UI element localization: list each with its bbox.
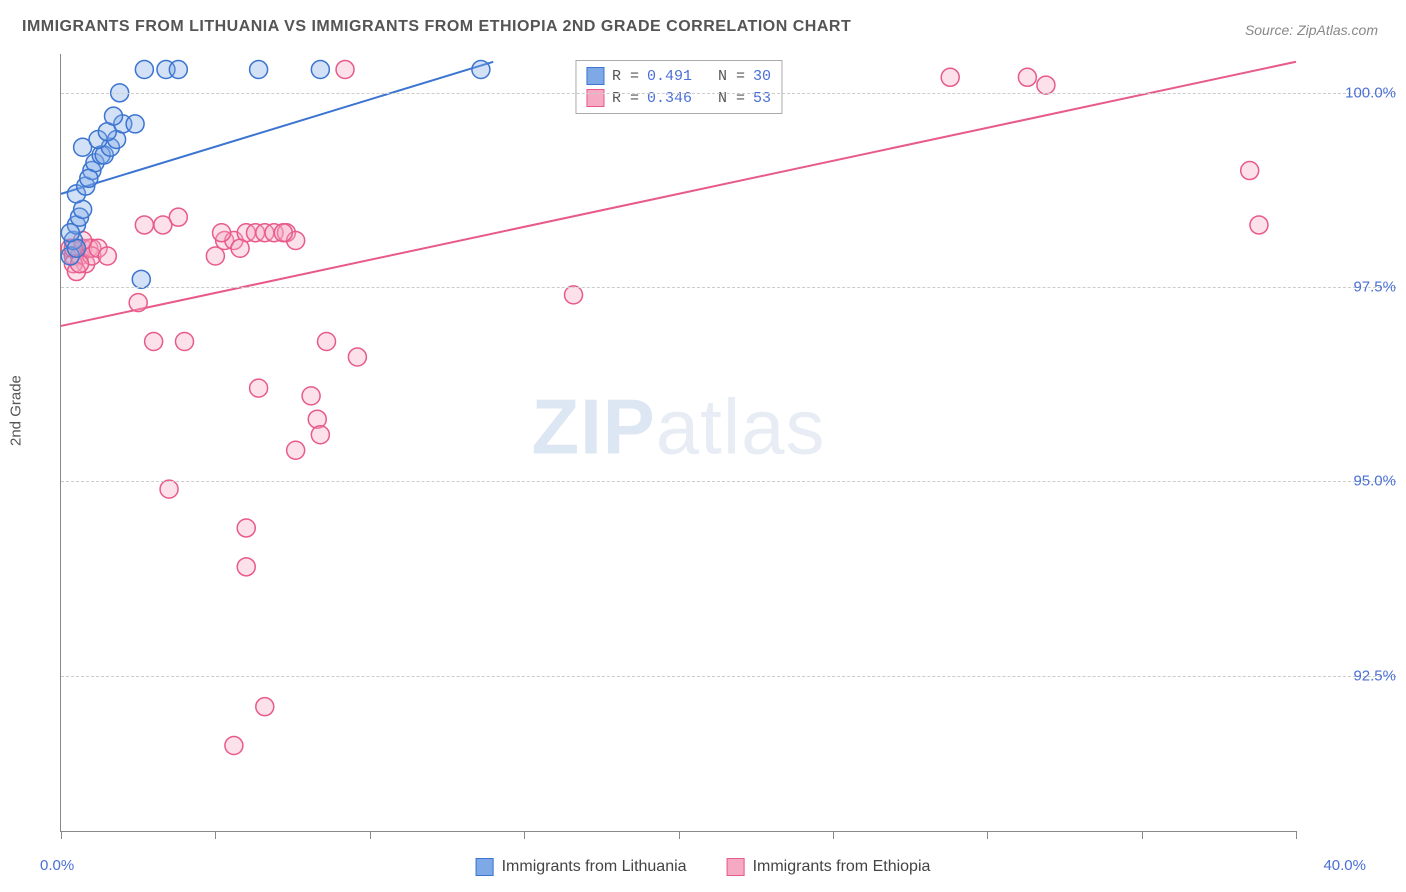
y-tick-label: 100.0% — [1306, 84, 1396, 101]
r-value-lithuania: 0.491 — [647, 68, 692, 85]
legend-item-lithuania: Immigrants from Lithuania — [476, 858, 687, 876]
swatch-lithuania-bottom — [476, 858, 494, 876]
x-max-label: 40.0% — [1323, 857, 1366, 874]
r-label-lithuania: R = — [612, 68, 639, 85]
legend-label-ethiopia: Immigrants from Ethiopia — [753, 858, 931, 876]
swatch-ethiopia — [586, 89, 604, 107]
source-name: ZipAtlas.com — [1297, 22, 1378, 38]
y-tick-label: 92.5% — [1306, 667, 1396, 684]
y-tick-label: 97.5% — [1306, 279, 1396, 296]
legend-row-lithuania: R = 0.491 N = 30 — [586, 65, 771, 87]
swatch-lithuania — [586, 67, 604, 85]
correlation-legend: R = 0.491 N = 30 R = 0.346 N = 53 — [575, 60, 782, 114]
y-tick-label: 95.0% — [1306, 473, 1396, 490]
x-min-label: 0.0% — [40, 857, 74, 874]
y-axis-label: 2nd Grade — [8, 375, 25, 446]
series-legend: Immigrants from Lithuania Immigrants fro… — [476, 858, 931, 876]
n-label-lithuania: N = — [718, 68, 745, 85]
n-value-lithuania: 30 — [753, 68, 771, 85]
legend-row-ethiopia: R = 0.346 N = 53 — [586, 87, 771, 109]
chart-container: IMMIGRANTS FROM LITHUANIA VS IMMIGRANTS … — [0, 0, 1406, 892]
legend-item-ethiopia: Immigrants from Ethiopia — [727, 858, 931, 876]
plot-area: ZIPatlas R = 0.491 N = 30 R = 0.346 N = … — [60, 54, 1296, 832]
swatch-ethiopia-bottom — [727, 858, 745, 876]
scatter-svg — [61, 54, 1296, 831]
chart-title: IMMIGRANTS FROM LITHUANIA VS IMMIGRANTS … — [22, 18, 851, 36]
source-attribution: Source: ZipAtlas.com — [1245, 22, 1378, 38]
source-prefix: Source: — [1245, 22, 1297, 38]
legend-label-lithuania: Immigrants from Lithuania — [502, 858, 687, 876]
